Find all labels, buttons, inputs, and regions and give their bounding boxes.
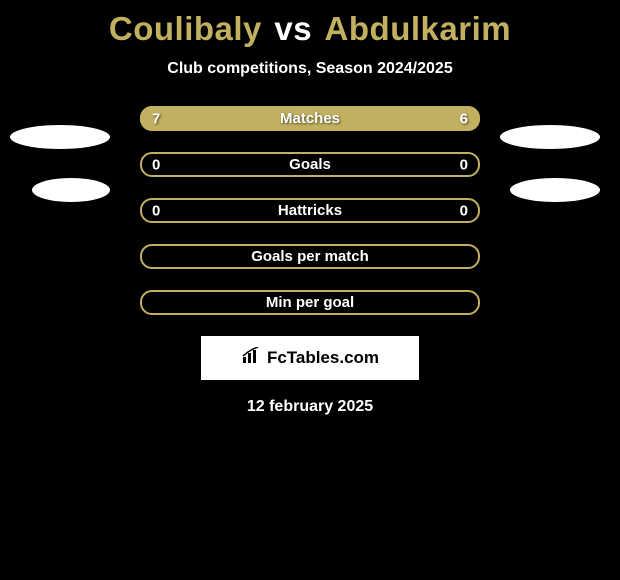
stat-label: Min per goal: [266, 294, 354, 311]
comparison-title: Coulibaly vs Abdulkarim: [0, 0, 620, 48]
fctables-logo: FcTables.com: [201, 336, 419, 380]
player2-name: Abdulkarim: [325, 10, 512, 47]
stat-label: Matches: [280, 110, 340, 127]
stat-row: Min per goal: [140, 290, 480, 315]
decorative-ellipse: [32, 178, 110, 202]
stat-label: Hattricks: [278, 202, 342, 219]
stat-value-right: 0: [460, 156, 468, 173]
decorative-ellipse: [510, 178, 600, 202]
logo-text: FcTables.com: [267, 348, 379, 368]
stat-row: 7 6 Matches: [140, 106, 480, 131]
stat-row: 0 0 Hattricks: [140, 198, 480, 223]
stat-row: Goals per match: [140, 244, 480, 269]
stat-label: Goals: [289, 156, 331, 173]
decorative-ellipse: [500, 125, 600, 149]
stat-value-right: 0: [460, 202, 468, 219]
date: 12 february 2025: [0, 398, 620, 416]
decorative-ellipse: [10, 125, 110, 149]
stat-row: 0 0 Goals: [140, 152, 480, 177]
stat-value-left: 0: [152, 202, 160, 219]
stat-label: Goals per match: [251, 248, 369, 265]
subtitle: Club competitions, Season 2024/2025: [0, 60, 620, 78]
stat-value-left: 0: [152, 156, 160, 173]
stat-value-left: 7: [152, 110, 160, 127]
chart-icon: [241, 347, 263, 370]
player1-name: Coulibaly: [109, 10, 262, 47]
vs-separator: vs: [274, 10, 312, 47]
stat-value-right: 6: [460, 110, 468, 127]
